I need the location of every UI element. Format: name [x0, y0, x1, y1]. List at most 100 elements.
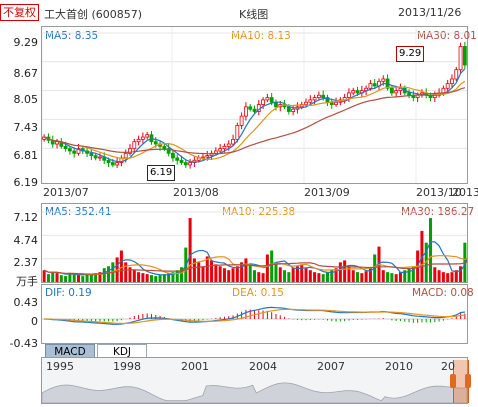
tab-kdj-label: KDJ: [112, 346, 132, 358]
volume-bar: [356, 272, 360, 282]
volume-chart-area[interactable]: [41, 203, 468, 283]
macd-dif-legend: DIF: 0.19: [45, 287, 92, 299]
volume-bar: [98, 272, 102, 282]
candle-body: [55, 141, 59, 145]
candle-body: [347, 92, 351, 98]
volume-bar: [394, 274, 398, 282]
restore-right-toggle[interactable]: 不复权: [0, 4, 39, 21]
candle-body: [132, 141, 137, 150]
volume-bar: [347, 266, 351, 282]
volume-bar: [287, 272, 291, 282]
candle-body: [355, 90, 360, 94]
macd-y-tick: 0: [31, 315, 38, 328]
volume-bar: [381, 270, 385, 282]
timeline-right-handle[interactable]: [465, 374, 471, 388]
price-y-tick: 7.43: [13, 121, 39, 134]
volume-bar: [55, 273, 59, 282]
volume-ma10-line: [43, 255, 467, 276]
candlestick-chart: [42, 27, 467, 183]
volume-bar: [149, 275, 153, 282]
price-y-tick: 6.19: [13, 176, 39, 189]
volume-bar: [278, 267, 282, 282]
candle-body: [454, 69, 459, 80]
tab-macd[interactable]: MACD: [45, 344, 95, 359]
candle-body: [351, 90, 356, 94]
volume-bar: [386, 272, 390, 282]
candle-body: [308, 99, 313, 103]
candle-body: [389, 87, 394, 94]
candle-body: [179, 159, 184, 164]
timeline-selection-window[interactable]: [450, 360, 471, 403]
candle-body: [213, 150, 218, 154]
candle-body: [316, 94, 321, 98]
volume-y-tick: 7.12: [13, 211, 39, 224]
volume-unit-label: 万手: [16, 275, 38, 288]
volume-bar: [214, 264, 218, 282]
volume-bar: [137, 272, 141, 282]
volume-bar: [454, 270, 458, 282]
x-tick-sep: 2013/09: [304, 186, 350, 199]
candle-body: [183, 162, 188, 166]
volume-bar: [265, 254, 269, 282]
volume-bar: [154, 276, 158, 282]
ma10-line: [43, 80, 466, 160]
volume-bar: [244, 258, 248, 282]
max-price-callout: 9.29: [396, 46, 425, 62]
candle-body: [72, 150, 77, 154]
candle-body: [381, 78, 386, 82]
macd-dea-legend: DEA: 0.15: [232, 287, 284, 299]
macd-value-legend: MACD: 0.08: [412, 287, 474, 299]
min-price-callout: 6.19: [147, 165, 176, 181]
volume-bar: [124, 262, 128, 282]
volume-bar: [308, 270, 312, 282]
chart-type-label: K线图: [239, 8, 269, 21]
candle-body: [110, 162, 115, 166]
candle-body: [462, 46, 467, 66]
volume-bar: [89, 275, 93, 282]
candle-body: [286, 106, 291, 112]
tab-kdj[interactable]: KDJ: [97, 344, 147, 359]
candle-body: [291, 108, 296, 112]
volume-bar: [403, 270, 407, 282]
volume-bar: [295, 266, 299, 282]
macd-chart-area[interactable]: [41, 284, 468, 344]
volume-bar: [261, 273, 265, 282]
timeline-year: 2010: [385, 360, 413, 373]
volume-bar: [175, 270, 179, 282]
candle-body: [171, 152, 175, 159]
volume-bar: [107, 266, 111, 282]
volume-bar: [252, 270, 257, 282]
ma5-line: [43, 68, 466, 163]
volume-bar: [300, 264, 304, 282]
volume-bar: [94, 273, 98, 282]
candle-body: [106, 159, 111, 164]
candle-body: [128, 148, 132, 154]
candle-body: [265, 97, 270, 101]
candle-body: [368, 83, 373, 89]
volume-bar: [119, 250, 123, 282]
timeline-left-handle[interactable]: [450, 374, 456, 388]
volume-bar: [433, 267, 437, 282]
candle-body: [76, 148, 81, 154]
volume-bar: [231, 268, 235, 282]
x-tick-aug: 2013/08: [173, 186, 219, 199]
candle-body: [149, 134, 154, 143]
volume-y-tick: 4.74: [13, 234, 39, 247]
candle-body: [394, 90, 399, 94]
macd-y-tick: 0.43: [13, 296, 39, 309]
volume-bar: [274, 262, 278, 282]
candle-body: [407, 92, 411, 96]
volume-bar: [429, 218, 433, 282]
candle-body: [261, 99, 265, 105]
volume-bar: [334, 268, 338, 282]
macd-y-tick: -0.43: [9, 337, 38, 350]
candle-body: [450, 78, 454, 85]
timeline-year: 1998: [113, 360, 141, 373]
candle-body: [445, 83, 450, 89]
volume-bar: [304, 268, 308, 282]
volume-bar: [145, 274, 149, 282]
ma30-line: [43, 87, 466, 155]
volume-bar: [158, 275, 162, 282]
volume-bar: [210, 260, 214, 282]
x-tick-oct: 2013/10: [416, 186, 462, 199]
